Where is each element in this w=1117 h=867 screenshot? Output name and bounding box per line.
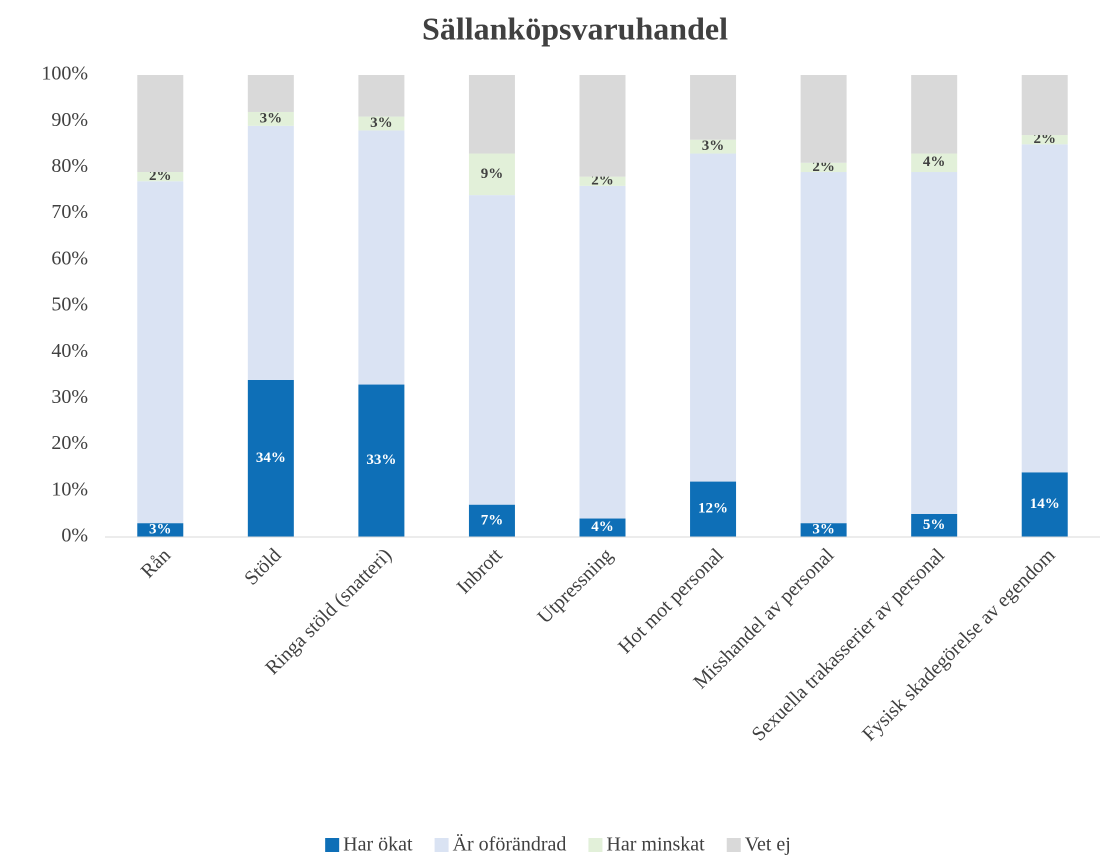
- legend-label: Har minskat: [606, 834, 705, 856]
- y-tick-label: 0%: [61, 525, 88, 547]
- legend-label: Vet ej: [745, 834, 791, 856]
- bar-segment: [911, 513, 958, 537]
- bar-segment: [137, 172, 184, 182]
- data-label: 2%: [591, 173, 614, 189]
- bar-segment: [358, 130, 405, 385]
- bar-segment: [1021, 135, 1068, 145]
- bar-segment: [247, 75, 294, 112]
- x-tick-label: Stöld: [240, 544, 285, 589]
- bar-segment: [358, 75, 405, 117]
- y-tick-label: 20%: [51, 432, 88, 454]
- data-label: 2%: [1033, 131, 1056, 147]
- y-tick-label: 70%: [51, 201, 88, 223]
- bar-segment: [579, 518, 626, 537]
- data-label: 4%: [591, 519, 614, 535]
- data-label: 12%: [698, 501, 728, 517]
- data-label: 3%: [702, 138, 725, 154]
- data-label: 7%: [481, 512, 504, 528]
- data-label: 2%: [812, 159, 835, 175]
- bar-segment: [800, 75, 847, 163]
- x-tick-label: Sexuella trakasserier av personal: [748, 544, 950, 746]
- bar-segment: [247, 379, 294, 537]
- bar-segment: [247, 125, 294, 380]
- legend-label: Är oförändrad: [453, 833, 567, 856]
- x-tick-label: Inbrott: [453, 544, 507, 598]
- x-tick-label: Rån: [137, 544, 175, 582]
- y-tick-label: 50%: [51, 294, 88, 316]
- bar-segment: [800, 172, 847, 524]
- bar-segment: [800, 523, 847, 537]
- legend-swatch: [726, 838, 741, 852]
- bar-segment: [800, 162, 847, 173]
- bar-segment: [579, 75, 626, 177]
- data-label: 33%: [366, 452, 396, 468]
- bar-segment: [690, 75, 737, 140]
- bar-segment: [247, 111, 294, 126]
- x-tick-label: Hot mot personal: [614, 544, 728, 658]
- y-tick-label: 60%: [51, 247, 88, 269]
- y-tick-label: 90%: [51, 109, 88, 131]
- bar-segment: [1021, 472, 1068, 537]
- bar-segment: [1021, 75, 1068, 136]
- data-label: 2%: [149, 168, 172, 184]
- bar-segment: [911, 172, 958, 514]
- data-label: 9%: [481, 166, 504, 182]
- bar-segment: [690, 153, 737, 482]
- x-tick-label: Ringa stöld (snatteri): [261, 544, 396, 679]
- data-label: 3%: [812, 522, 835, 538]
- y-tick-label: 30%: [51, 386, 88, 408]
- legend-swatch: [325, 838, 340, 852]
- y-tick-label: 10%: [51, 478, 88, 500]
- bar-segment: [468, 504, 515, 537]
- bar-segment: [579, 176, 626, 186]
- data-label: 3%: [149, 522, 172, 538]
- bar-segment: [579, 185, 626, 519]
- x-tick-label: Utpressning: [533, 544, 617, 628]
- bar-segment: [137, 75, 184, 173]
- bar-segment: [137, 181, 184, 524]
- data-label: 14%: [1030, 496, 1060, 512]
- data-label: 5%: [923, 517, 946, 533]
- legend-swatch: [434, 838, 449, 852]
- bar-segment: [358, 384, 405, 537]
- chart-title: Sällanköpsvaruhandel: [422, 10, 728, 46]
- bar-segment: [358, 116, 405, 131]
- bar-segment: [911, 75, 958, 154]
- y-tick-label: 40%: [51, 340, 88, 362]
- bar-segment: [468, 153, 515, 196]
- y-tick-label: 80%: [51, 155, 88, 177]
- y-tick-label: 100%: [41, 63, 88, 85]
- x-tick-label: Fysisk skadegörelse av egendom: [858, 544, 1060, 746]
- bar-segment: [468, 195, 515, 505]
- data-label: 3%: [370, 115, 393, 131]
- bar-segment: [911, 153, 958, 173]
- bar-segment: [137, 523, 184, 537]
- legend-label: Har ökat: [343, 834, 413, 856]
- data-label: 3%: [260, 110, 283, 126]
- data-label: 34%: [256, 450, 286, 466]
- bar-segment: [690, 481, 737, 537]
- bar-segment: [468, 75, 515, 154]
- legend-swatch: [588, 838, 603, 852]
- data-label: 4%: [923, 154, 946, 170]
- bar-segment: [1021, 144, 1068, 473]
- bar-segment: [690, 139, 737, 154]
